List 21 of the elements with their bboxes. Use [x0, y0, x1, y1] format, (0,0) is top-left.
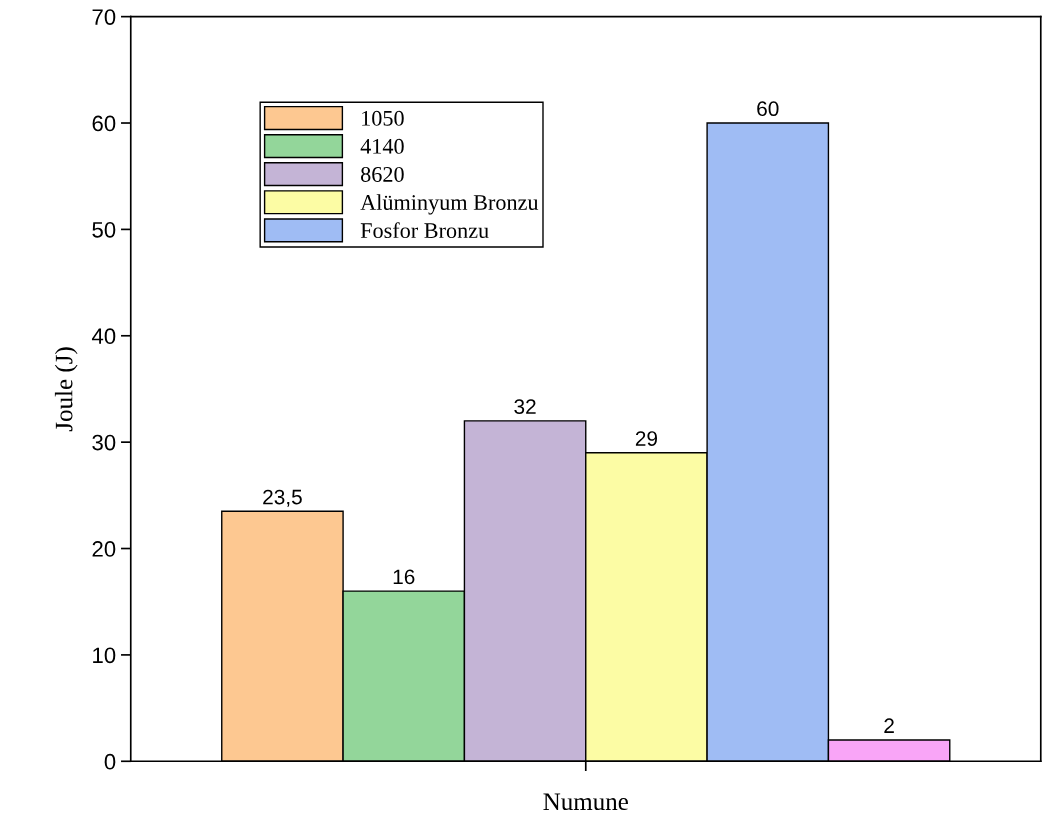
y-tick-label: 10 — [93, 647, 116, 664]
data-label: 16 — [393, 569, 415, 585]
legend-label: 1050 — [362, 110, 404, 126]
y-tick-label: 20 — [92, 541, 116, 557]
y-tick-label: 70 — [92, 9, 116, 25]
legend-label: Alüminyum Bronzu — [360, 194, 539, 215]
y-tick-label: 60 — [92, 115, 116, 132]
data-label: 60 — [757, 101, 779, 117]
y-tick-label: 50 — [92, 221, 116, 238]
legend-label: 4140 — [360, 138, 404, 154]
x-axis-title: Numune — [543, 793, 628, 811]
y-axis-title: Joule (J) — [54, 347, 78, 432]
data-label: 2 — [884, 718, 894, 733]
legend-label: Fosfor Bronzu — [360, 222, 489, 239]
y-tick-label: 30 — [92, 434, 116, 451]
legend-label: 8620 — [361, 166, 404, 182]
data-label: 32 — [514, 399, 536, 414]
y-tick-label: 0 — [104, 753, 116, 770]
y-tick-label: 40 — [91, 328, 116, 345]
data-label: 23,5 — [263, 489, 302, 507]
data-label: 29 — [635, 431, 658, 446]
